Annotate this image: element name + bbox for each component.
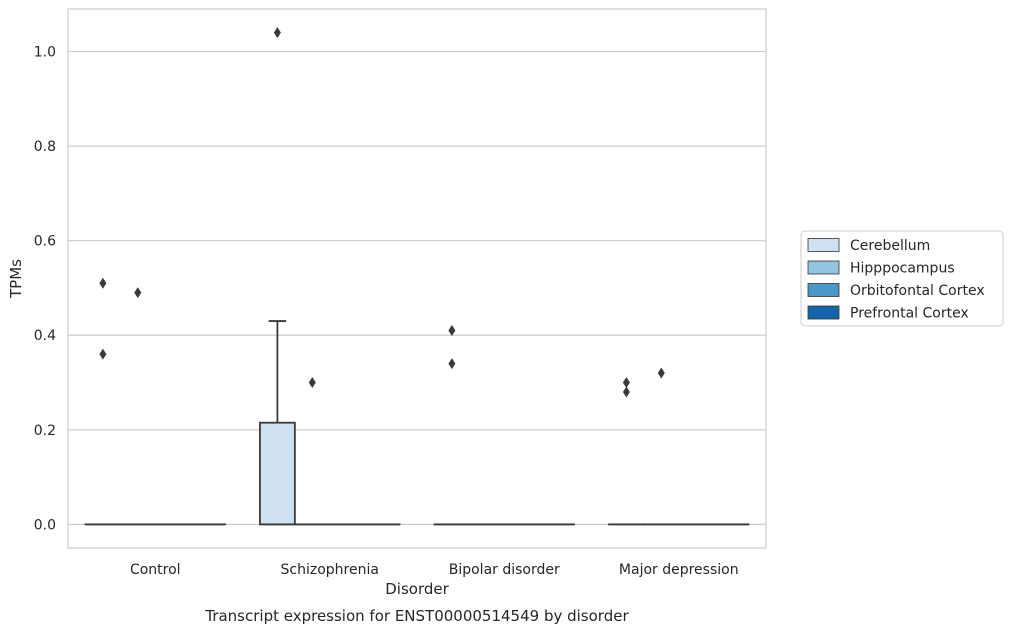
legend-swatch [808,239,839,252]
figure-caption: Transcript expression for ENST0000051454… [204,607,629,625]
x-tick-label: Major depression [619,562,739,578]
y-tick-label: 1.0 [34,45,56,61]
y-tick-label: 0.6 [34,234,56,250]
x-axis-label: Disorder [385,580,449,598]
x-tick-label: Control [130,562,181,578]
legend-swatch [808,284,839,297]
legend-label: Prefrontal Cortex [850,306,969,322]
box-body [260,423,295,525]
legend-label: Orbitofontal Cortex [850,283,985,299]
legend: Cerebellum Hipppocampus Orbitofontal Corte… [801,231,1003,326]
legend-label: Hipppocampus [850,261,955,277]
y-tick-label: 0.2 [34,423,56,439]
x-tick-label: Schizophrenia [281,562,379,578]
y-tick-label: 0.0 [34,517,56,533]
y-axis-label: TPMs [7,259,25,299]
legend-label: Cerebellum [850,238,930,254]
legend-swatch [808,306,839,319]
y-tick-label: 0.8 [34,139,56,155]
x-tick-label: Bipolar disorder [449,562,560,578]
y-tick-label: 0.4 [34,328,56,344]
legend-swatch [808,261,839,274]
